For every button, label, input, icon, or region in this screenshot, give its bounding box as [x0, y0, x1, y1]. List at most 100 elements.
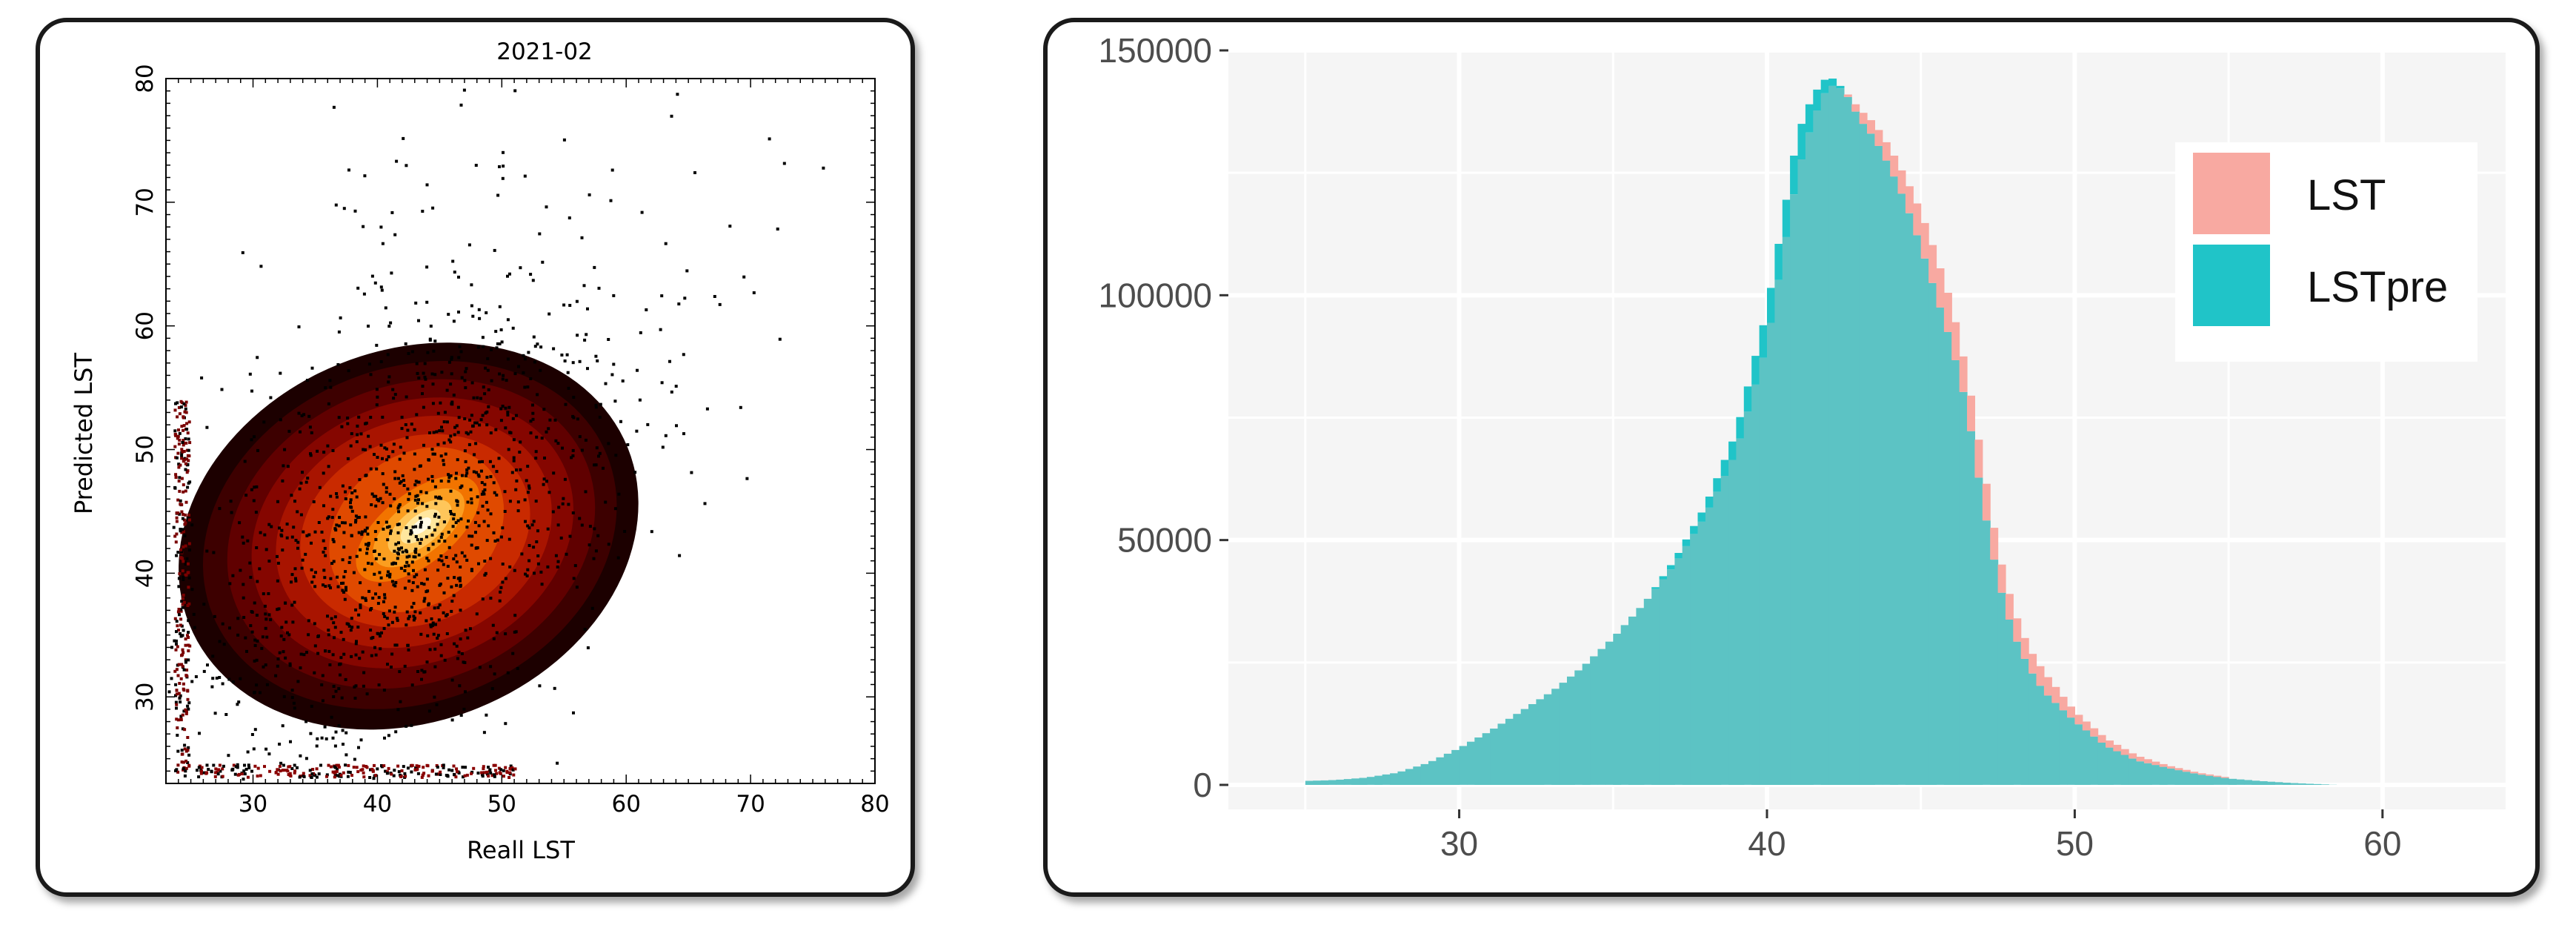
scatter-point	[556, 761, 559, 765]
scatter-point	[685, 269, 689, 273]
scatter-point	[180, 749, 184, 752]
scatter-point	[344, 490, 347, 494]
scatter-point	[571, 454, 575, 457]
scatter-point	[182, 545, 185, 548]
histogram-bar-lst	[2090, 728, 2099, 737]
scatter-point	[568, 304, 572, 307]
scatter-point	[397, 541, 400, 545]
scatter-point	[433, 695, 436, 699]
scatter-point	[490, 348, 493, 351]
histogram-bar-overlap	[1651, 589, 1660, 785]
scatter-point	[367, 542, 370, 545]
scatter-point	[440, 425, 443, 429]
scatter-point	[369, 467, 373, 471]
scatter-point	[181, 528, 184, 531]
scatter-point	[358, 657, 362, 660]
scatter-point	[253, 644, 257, 647]
scatter-point	[186, 604, 190, 607]
scatter-point	[331, 736, 335, 740]
scatter-point	[568, 534, 572, 538]
scatter-point	[488, 460, 492, 463]
scatter-point	[182, 575, 185, 579]
scatter-point	[445, 632, 449, 635]
scatter-point	[661, 445, 665, 449]
scatter-point	[393, 470, 397, 474]
scatter-point	[446, 565, 450, 568]
scatter-point	[243, 460, 247, 463]
scatter-point	[430, 617, 433, 620]
scatter-point	[467, 466, 470, 470]
scatter-point	[377, 596, 381, 600]
scatter-point	[435, 703, 439, 706]
scatter-point	[493, 773, 496, 777]
scatter-point	[176, 718, 180, 722]
histogram-bar-overlap	[1559, 683, 1568, 785]
scatter-point	[467, 519, 470, 523]
scatter-point	[182, 530, 185, 534]
histogram-bar-lstpre	[1828, 79, 1837, 86]
scatter-point	[539, 345, 543, 349]
scatter-point	[340, 425, 344, 428]
scatter-point	[464, 460, 467, 463]
scatter-point	[179, 499, 182, 503]
scatter-point	[407, 580, 411, 583]
scatter-point	[527, 526, 531, 530]
scatter-point	[422, 583, 426, 586]
scatter-point	[184, 710, 188, 714]
scatter-point	[536, 529, 539, 533]
scatter-point	[489, 557, 493, 560]
scatter-point	[582, 284, 586, 288]
scatter-point	[468, 627, 472, 631]
scatter-point	[205, 425, 209, 429]
scatter-point	[616, 556, 620, 560]
scatter-point	[252, 747, 256, 751]
scatter-point	[405, 610, 409, 614]
scatter-point	[415, 764, 419, 768]
scatter-point	[439, 401, 442, 405]
scatter-point	[357, 613, 361, 617]
scatter-point	[356, 433, 359, 437]
scatter-point	[459, 609, 462, 612]
scatter-point	[202, 669, 206, 673]
scatter-point	[443, 540, 447, 543]
scatter-point	[182, 597, 184, 600]
scatter-point	[703, 502, 707, 505]
scatter-point	[384, 306, 387, 310]
scatter-point	[664, 434, 668, 437]
scatter-point	[541, 260, 545, 264]
scatter-point	[467, 243, 471, 247]
scatter-point	[334, 203, 338, 207]
scatter-point	[482, 731, 486, 735]
scatter-point	[188, 441, 192, 445]
scatter-point	[345, 753, 348, 757]
scatter-point	[349, 444, 353, 448]
scatter-point	[312, 575, 316, 579]
scatter-point	[401, 474, 405, 477]
histogram-bar-overlap	[1459, 746, 1468, 785]
scatter-point	[371, 769, 375, 772]
scatter-point	[397, 523, 401, 526]
scatter-point	[227, 677, 231, 681]
scatter-point	[407, 497, 410, 501]
histogram-bar-overlap	[1413, 766, 1422, 785]
scatter-point	[390, 562, 394, 566]
scatter-point	[183, 747, 187, 751]
scatter-point	[342, 575, 346, 579]
histogram-bar-overlap	[2013, 641, 2022, 785]
scatter-point	[412, 555, 416, 559]
scatter-point	[406, 509, 410, 513]
scatter-point	[445, 556, 448, 559]
histogram-bar-lst	[2120, 749, 2129, 755]
scatter-point	[626, 443, 630, 446]
scatter-point	[399, 445, 402, 449]
scatter-point	[480, 481, 484, 485]
scatter-point	[450, 357, 453, 361]
scatter-point	[173, 486, 177, 490]
scatter-point	[403, 586, 407, 590]
scatter-point	[505, 769, 509, 773]
scatter-point	[264, 617, 268, 621]
scatter-point	[504, 722, 507, 726]
scatter-point	[534, 450, 538, 454]
scatter-point	[535, 540, 539, 543]
scatter-point	[186, 462, 190, 466]
